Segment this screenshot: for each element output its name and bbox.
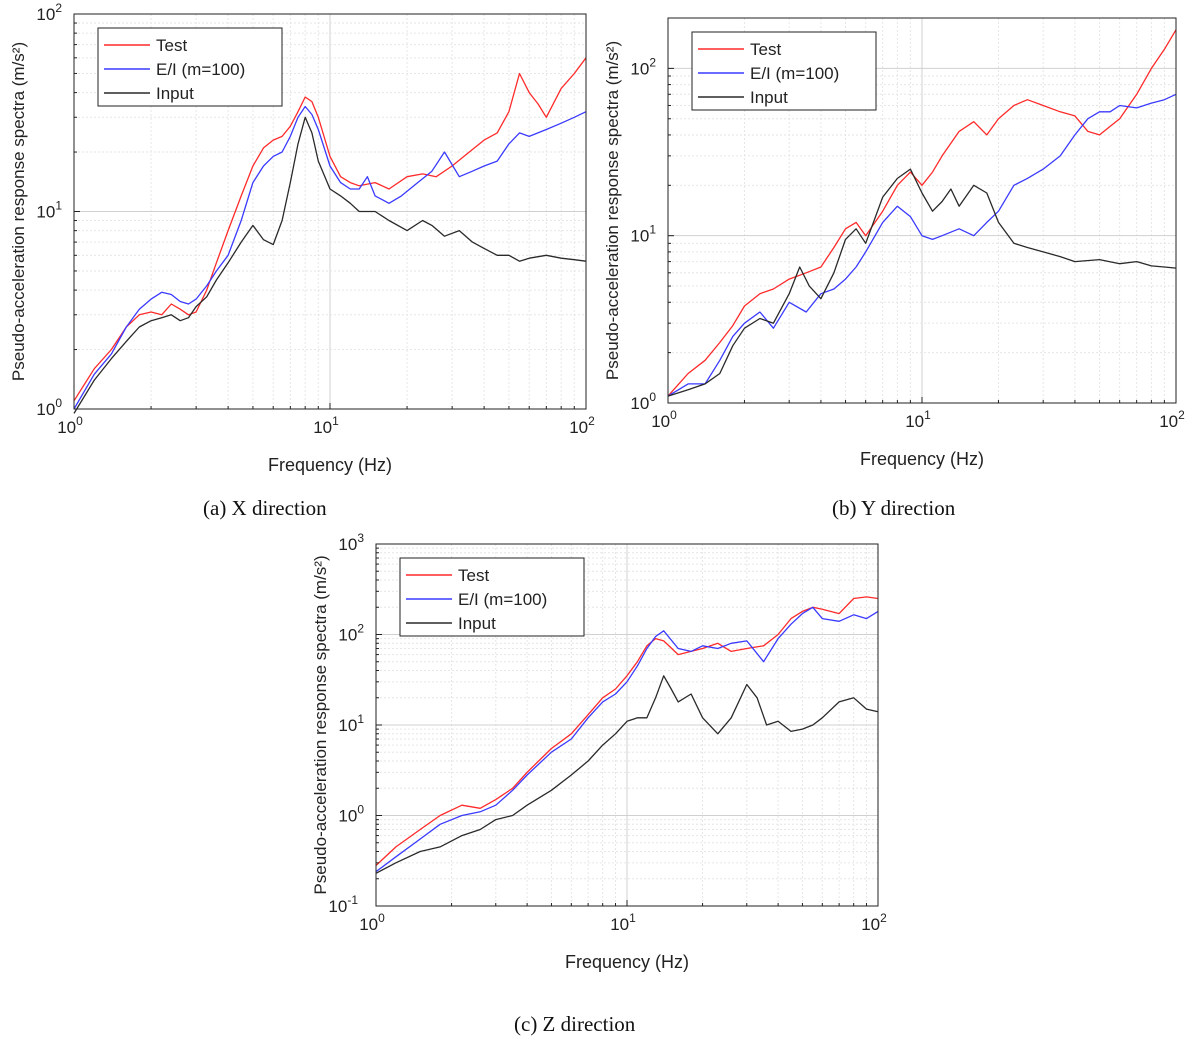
legend-label: Test	[458, 566, 489, 585]
legend-label: Input	[458, 614, 496, 633]
legend-label: Test	[750, 40, 781, 59]
legend-label: E/I (m=100)	[750, 64, 839, 83]
y-tick-label: 103	[338, 531, 364, 554]
tick-marks	[375, 543, 879, 907]
caption-x-direction: (a) X direction	[203, 496, 327, 520]
chart-panel-y: 100 101 102 100 101 102 Frequency (Hz) Pseudo-a…	[600, 4, 1196, 494]
x-axis-label: Frequency (Hz)	[268, 455, 392, 475]
y-tick-label: 102	[36, 1, 62, 24]
y-tick-label: 100	[630, 390, 656, 413]
y-tick-label: 102	[338, 622, 364, 645]
chart-panel-z: 100 101 102 10-1 100 101 102 103 Frequency (Hz) P…	[298, 531, 888, 1000]
y-tick-label: 100	[36, 396, 62, 419]
x-tick-label: 102	[861, 911, 887, 934]
legend-label: Test	[156, 36, 187, 55]
x-axis-label: Frequency (Hz)	[565, 952, 689, 972]
y-axis-label: Pseudo-acceleration response spectra (m/…	[311, 555, 330, 894]
x-tick-label: 100	[651, 408, 677, 431]
series-line-input	[73, 116, 587, 414]
chart-x-direction: 100 101 102 100 101 102 Frequency (Hz) Pseudo-a…	[9, 1, 595, 475]
chart-panel-x: 100 101 102 100 101 102 Frequency (Hz) Pseudo-a…	[8, 1, 598, 494]
legend: Test E/I (m=100) Input	[97, 27, 283, 107]
series-line-test	[375, 596, 879, 866]
legend-label: Input	[156, 84, 194, 103]
x-tick-label: 102	[569, 414, 595, 437]
chart-y-direction: 100 101 102 100 101 102 Frequency (Hz) Pseudo-a…	[603, 17, 1185, 469]
y-tick-label: 101	[630, 223, 656, 246]
series-line-e-i-m-100	[375, 606, 879, 873]
y-tick-label: 101	[338, 712, 364, 735]
legend-label: Input	[750, 88, 788, 107]
x-tick-label: 101	[610, 911, 636, 934]
series-line-test	[73, 57, 587, 402]
x-tick-label: 100	[359, 911, 385, 934]
y-tick-label: 10-1	[328, 893, 358, 916]
y-axis-label: Pseudo-acceleration response spectra (m/…	[9, 42, 28, 381]
legend: Test E/I (m=100) Input	[399, 557, 585, 637]
tick-marks	[667, 17, 1177, 404]
x-tick-label: 101	[905, 408, 931, 431]
series-line-input	[667, 168, 1177, 397]
series-line-test	[667, 29, 1177, 397]
series-line-input	[375, 675, 879, 874]
legend-label: E/I (m=100)	[458, 590, 547, 609]
x-tick-label: 101	[313, 414, 339, 437]
y-tick-label: 100	[338, 803, 364, 826]
y-tick-label: 102	[630, 55, 656, 78]
caption-y-direction: (b) Y direction	[832, 496, 956, 520]
legend: Test E/I (m=100) Input	[691, 31, 877, 111]
y-axis-label: Pseudo-acceleration response spectra (m/…	[603, 41, 622, 380]
x-tick-label: 102	[1159, 408, 1185, 431]
tick-marks	[73, 13, 587, 410]
x-axis-label: Frequency (Hz)	[860, 449, 984, 469]
legend-label: E/I (m=100)	[156, 60, 245, 79]
caption-z-direction: (c) Z direction	[514, 1012, 636, 1036]
y-tick-label: 101	[36, 199, 62, 222]
series-line-e-i-m-100	[73, 105, 587, 410]
series-line-e-i-m-100	[667, 93, 1177, 397]
x-tick-label: 100	[57, 414, 83, 437]
